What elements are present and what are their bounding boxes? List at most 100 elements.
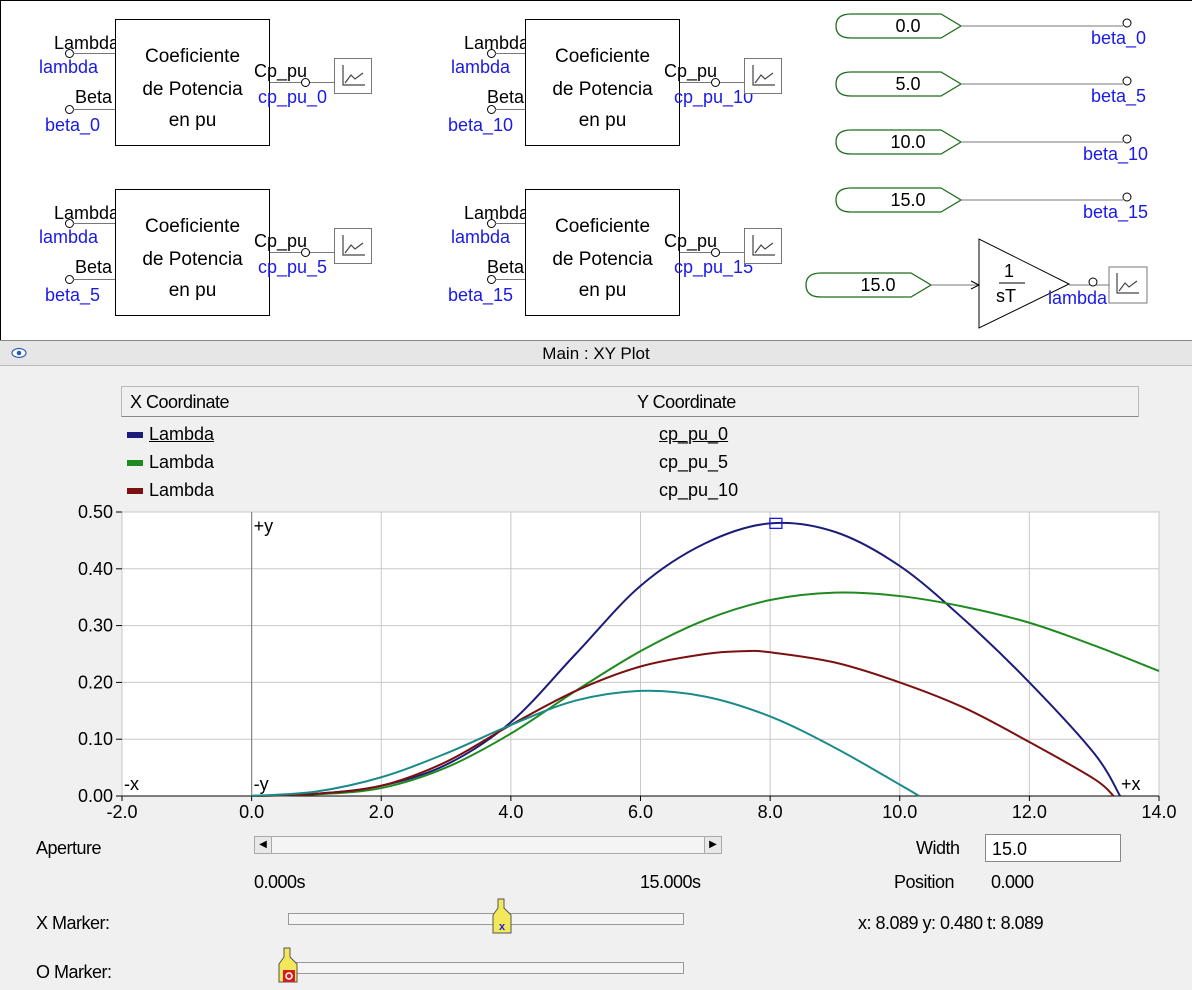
block-title-line2: de Potencia <box>552 79 653 100</box>
constant-source-4[interactable]: 15.0 <box>860 275 896 295</box>
svg-text:x: x <box>498 921 505 933</box>
aperture-scrollbar[interactable]: ◀ ▶ <box>254 836 722 854</box>
block-title-line2: de Potencia <box>552 249 653 270</box>
beta-port-label: Beta <box>487 87 525 107</box>
aperture-label: Aperture <box>36 838 102 858</box>
output-signal-label: cp_pu_15 <box>674 257 754 277</box>
legend-y: cp_pu_5 <box>659 452 729 472</box>
constant-source-1[interactable]: 5.0 <box>895 74 921 94</box>
lambda-port-label: Lambda <box>464 33 530 53</box>
output-port-label: Cp_pu <box>254 231 308 251</box>
width-label: Width <box>916 838 960 858</box>
data-cursor-marker <box>769 517 783 530</box>
cp-function-block[interactable]: Coeficiente de Potencia en pu <box>115 189 270 316</box>
meter-icon[interactable] <box>744 228 782 264</box>
legend-swatch <box>127 488 143 495</box>
meter-icon[interactable] <box>334 58 372 94</box>
block-title-line1: Coeficiente <box>144 216 241 237</box>
quadrant-label-ny: -y <box>254 774 269 794</box>
series-line-cp_pu_10 <box>251 649 1115 797</box>
o-marker-track[interactable] <box>288 962 684 974</box>
legend-row[interactable]: Lambda cp_pu_0 <box>127 424 728 448</box>
constant-source-3[interactable]: 15.0 <box>890 190 926 210</box>
x-tick-label: 2.0 <box>369 802 394 822</box>
constant-signal-label: beta_0 <box>1091 28 1147 48</box>
plot-title-bar[interactable]: Main : XY Plot <box>0 340 1192 366</box>
meter-icon[interactable] <box>744 58 782 94</box>
series-line-cp_pu_0 <box>251 521 1121 797</box>
y-tick-label: 0.20 <box>78 672 113 692</box>
integrator-numerator: 1 <box>1004 261 1015 281</box>
schematic-canvas[interactable]: Lambda lambda Beta beta_0 Coeficiente de… <box>0 0 1192 340</box>
beta-signal-label: beta_5 <box>45 285 101 305</box>
aperture-start-time: 0.000s <box>254 872 306 892</box>
output-node[interactable] <box>301 248 310 257</box>
legend-y: cp_pu_10 <box>659 480 739 500</box>
scroll-left-arrow-icon[interactable]: ◀ <box>255 837 272 853</box>
output-signal-label: cp_pu_10 <box>674 87 754 107</box>
integrator-denominator: sT <box>996 286 1016 306</box>
output-port-label: Cp_pu <box>664 61 718 81</box>
quadrant-label-py: +y <box>254 516 274 536</box>
constant-source-2[interactable]: 10.0 <box>890 132 926 152</box>
x-tick-label: 0.0 <box>239 802 264 822</box>
x-tick-label: -2.0 <box>106 802 137 822</box>
x-marker-track[interactable] <box>288 913 684 925</box>
legend-row[interactable]: Lambda cp_pu_5 <box>127 452 728 476</box>
wire <box>73 223 115 224</box>
o-marker-handle[interactable] <box>278 947 300 985</box>
plot-title: Main : XY Plot <box>542 344 650 363</box>
lambda-signal-label: lambda <box>451 227 511 247</box>
meter-icon[interactable] <box>334 228 372 264</box>
y-tick-label: 0.10 <box>78 729 113 749</box>
output-port-label: Cp_pu <box>664 231 718 251</box>
legend-y: cp_pu_0 <box>659 424 729 444</box>
wire <box>495 53 535 54</box>
eye-icon[interactable] <box>10 345 28 361</box>
x-tick-label: 10.0 <box>882 802 917 822</box>
beta-port-label: Beta <box>75 257 113 277</box>
beta-signal-label: beta_10 <box>448 115 514 135</box>
block-title-line3: en pu <box>168 110 217 131</box>
legend-row[interactable]: Lambda cp_pu_10 <box>127 480 738 504</box>
y-coordinate-header: Y Coordinate <box>637 392 736 412</box>
width-input[interactable]: 15.0 <box>985 834 1121 862</box>
output-signal-label: cp_pu_0 <box>258 87 328 107</box>
block-title-line1: Coeficiente <box>554 216 651 237</box>
lambda-port-label: Lambda <box>54 203 120 223</box>
cp-function-block[interactable]: Coeficiente de Potencia en pu <box>525 19 680 146</box>
cp-function-block[interactable]: Coeficiente de Potencia en pu <box>115 19 270 146</box>
wire <box>495 279 535 280</box>
position-value: 0.000 <box>991 872 1034 892</box>
constant-source-0[interactable]: 0.0 <box>895 16 921 36</box>
legend-x: Lambda <box>149 480 215 500</box>
output-node[interactable] <box>711 78 720 87</box>
lambda-signal-label: lambda <box>451 57 511 77</box>
cp-function-block[interactable]: Coeficiente de Potencia en pu <box>525 189 680 316</box>
output-port-label: Cp_pu <box>254 61 308 81</box>
x-marker-handle[interactable]: x <box>492 898 514 936</box>
x-marker-label: X Marker: <box>36 913 110 933</box>
x-tick-label: 14.0 <box>1141 802 1176 822</box>
output-node[interactable] <box>301 78 310 87</box>
integrator-signal-label: lambda <box>1048 288 1108 308</box>
xy-plot-chart[interactable]: -2.0 0.0 2.0 4.0 6.0 8.0 10.0 12.0 14.0 0.00 0.10 0… <box>0 500 1192 830</box>
block-title-line1: Coeficiente <box>144 46 241 67</box>
lambda-port-label: Lambda <box>464 203 530 223</box>
x-tick-label: 4.0 <box>498 802 523 822</box>
scroll-right-arrow-icon[interactable]: ▶ <box>704 837 721 853</box>
output-node[interactable] <box>711 248 720 257</box>
x-tick-label: 12.0 <box>1012 802 1047 822</box>
legend-header[interactable]: X Coordinate Y Coordinate <box>121 386 1139 417</box>
legend-swatch <box>127 432 143 439</box>
beta-port-label: Beta <box>487 257 525 277</box>
beta-signal-label: beta_0 <box>45 115 101 135</box>
legend-x: Lambda <box>149 452 215 472</box>
position-label: Position <box>894 872 955 892</box>
beta-signal-label: beta_15 <box>448 285 514 305</box>
wire <box>73 109 115 110</box>
constants-wiring <box>805 13 1148 329</box>
block-title-line1: Coeficiente <box>554 46 651 67</box>
constant-signal-label: beta_15 <box>1083 202 1149 222</box>
block-title-line3: en pu <box>578 110 627 131</box>
